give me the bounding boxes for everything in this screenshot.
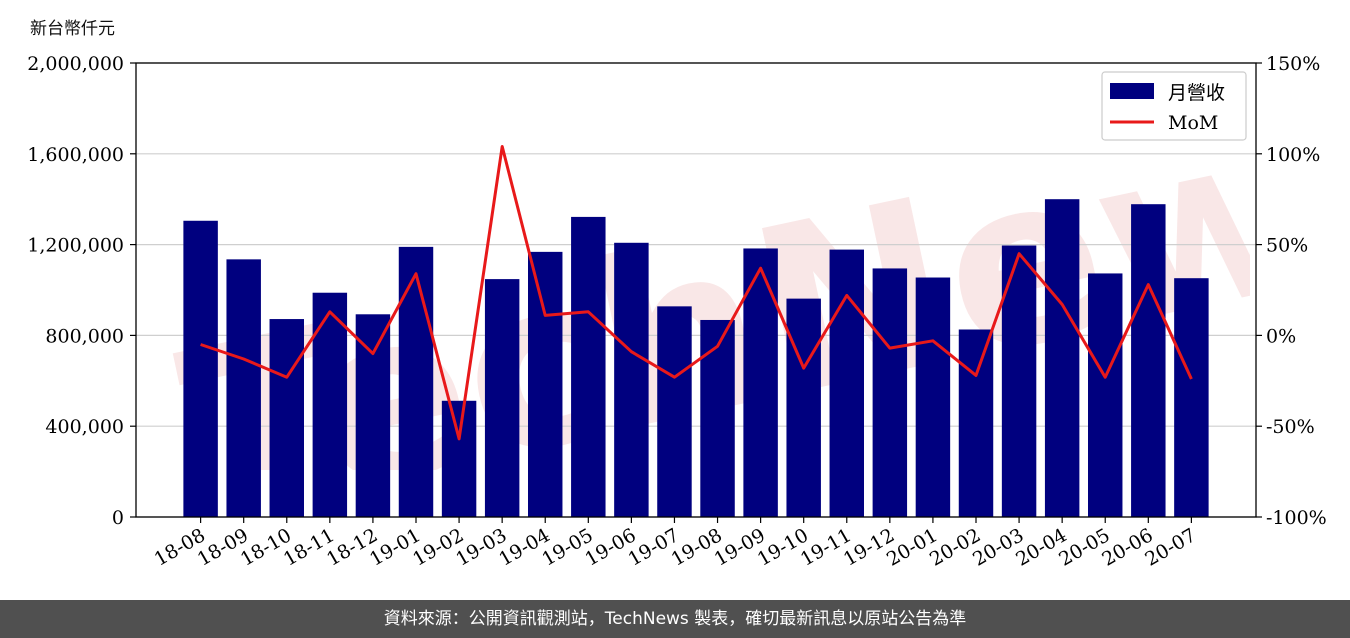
y-right-tick-label: -100% xyxy=(1266,507,1327,529)
source-footer: 資料來源：公開資訊觀測站，TechNews 製表，確切最新訊息以原站公告為準 xyxy=(0,600,1350,638)
legend-label-bar: 月營收 xyxy=(1168,82,1225,104)
bar xyxy=(1001,245,1037,517)
y-unit-label: 新台幣仟元 xyxy=(30,19,115,39)
legend-swatch-bar xyxy=(1110,83,1154,99)
bar xyxy=(398,246,434,517)
bar xyxy=(571,216,606,517)
legend-label-line: MoM xyxy=(1168,112,1218,134)
bar xyxy=(1131,204,1166,517)
bar xyxy=(528,251,563,517)
bar xyxy=(1044,199,1080,517)
mom-series xyxy=(200,145,1193,441)
bar xyxy=(958,329,994,517)
y-right-tick-label: 100% xyxy=(1266,144,1320,166)
bar xyxy=(1174,278,1209,517)
bar xyxy=(657,306,692,517)
x-tick-label: 20-07 xyxy=(1141,524,1199,570)
y-left-tick-label: 2,000,000 xyxy=(27,53,124,75)
plot-frame xyxy=(135,62,1257,518)
y-right-tick-label: 50% xyxy=(1266,235,1308,257)
bar xyxy=(614,242,649,517)
y-left-tick-label: 1,600,000 xyxy=(27,144,124,166)
bar xyxy=(183,220,218,517)
bar xyxy=(226,259,261,517)
bar-line-chart: 0 400,000 800,000 1,200,000 1,600,000 2,000,0… xyxy=(27,53,1327,571)
y-right-tick-label: 150% xyxy=(1266,53,1320,75)
y-left-tick-label: 800,000 xyxy=(45,325,124,347)
bar xyxy=(700,319,735,517)
bar xyxy=(1088,273,1123,517)
bar-series xyxy=(183,199,1209,518)
mom-line xyxy=(200,145,1193,441)
y-left-tick-label: 400,000 xyxy=(45,416,124,438)
y-right-tick-label: 0% xyxy=(1266,325,1296,347)
y-right-tick-label: -50% xyxy=(1266,416,1315,438)
bar xyxy=(786,298,821,517)
y-left-tick-label: 0 xyxy=(112,507,124,529)
bar xyxy=(312,292,348,517)
bar xyxy=(915,277,951,517)
bar xyxy=(269,319,304,517)
bar xyxy=(355,314,391,517)
bar xyxy=(829,249,864,517)
bar xyxy=(441,400,477,517)
bar xyxy=(484,279,520,517)
legend: 月營收 MoM xyxy=(1101,71,1247,141)
y-left-tick-label: 1,200,000 xyxy=(27,235,124,257)
bar xyxy=(872,268,908,517)
